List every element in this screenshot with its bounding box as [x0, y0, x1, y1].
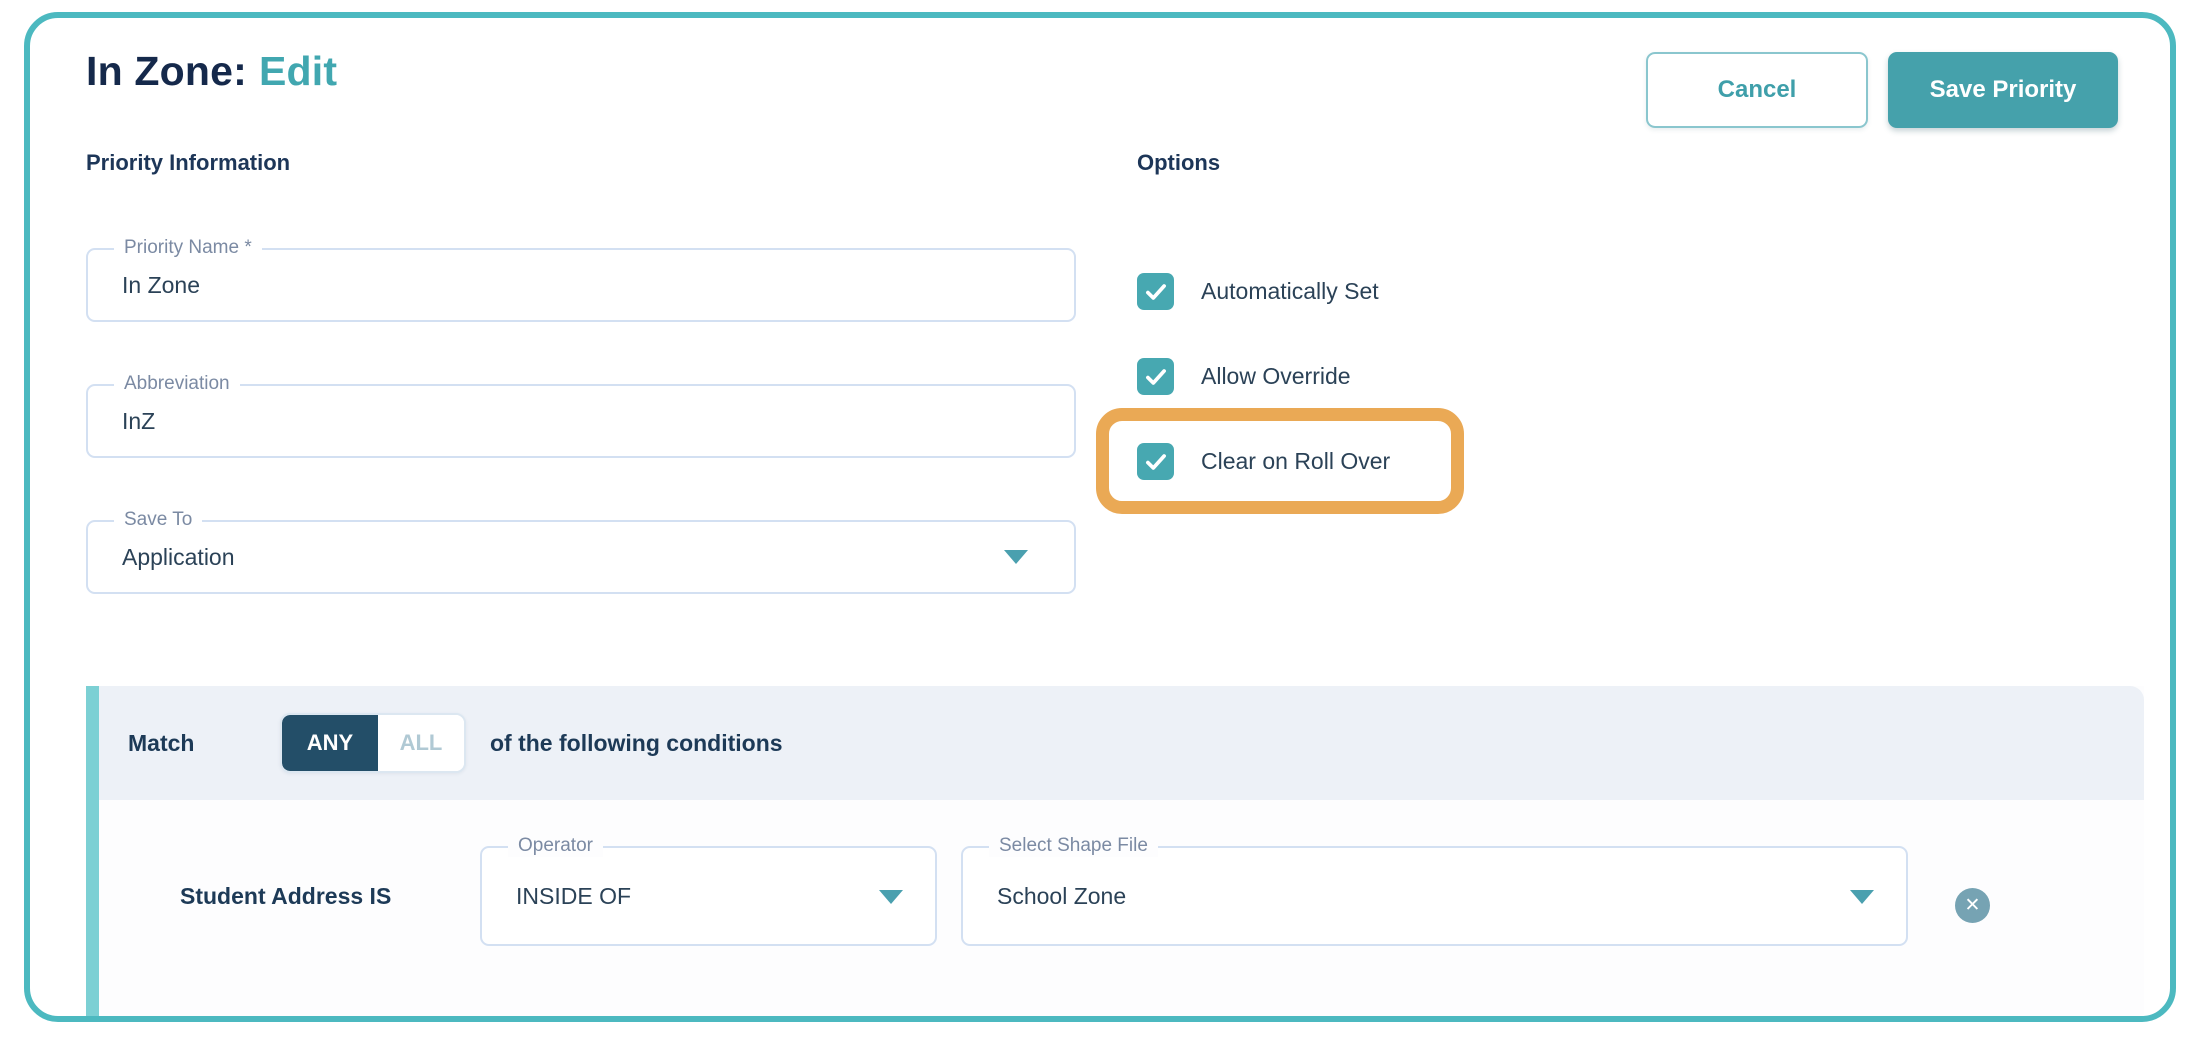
operator-label: Operator [508, 835, 603, 857]
conditions-panel: Match ANY ALL of the following condition… [86, 686, 2144, 1016]
cancel-button[interactable]: Cancel [1646, 52, 1868, 128]
abbreviation-label: Abbreviation [114, 373, 240, 395]
edit-priority-card: In Zone: Edit Cancel Save Priority Priori… [24, 12, 2176, 1022]
page-title-name: In Zone: [86, 48, 248, 94]
checkbox-label: Clear on Roll Over [1201, 448, 1391, 474]
shape-file-value: School Zone [997, 883, 1127, 909]
check-icon [1145, 453, 1166, 470]
checkbox-row-clear-on-roll-over[interactable]: Clear on Roll Over [1137, 443, 1390, 480]
save-to-value: Application [122, 544, 235, 570]
checkbox-row-allow-override[interactable]: Allow Override [1137, 358, 1351, 395]
remove-condition-button[interactable]: ✕ [1955, 888, 1990, 923]
check-icon [1145, 368, 1166, 385]
operator-select[interactable]: Operator INSIDE OF [480, 835, 937, 946]
match-suffix-label: of the following conditions [490, 729, 783, 756]
priority-information-heading: Priority Information [86, 150, 291, 175]
page-title-mode: Edit [259, 48, 338, 94]
chevron-down-icon [1850, 890, 1874, 904]
toggle-option-any[interactable]: ANY [282, 715, 378, 771]
priority-name-field[interactable]: Priority Name * In Zone [86, 237, 1076, 322]
match-toggle[interactable]: ANY ALL [280, 713, 466, 773]
priority-name-label: Priority Name * [114, 237, 262, 259]
priority-name-value: In Zone [122, 272, 200, 298]
chevron-down-icon [879, 890, 903, 904]
checkbox-label: Automatically Set [1201, 278, 1379, 304]
save-priority-button[interactable]: Save Priority [1888, 52, 2118, 128]
check-icon [1145, 283, 1166, 300]
checkbox-row-automatically-set[interactable]: Automatically Set [1137, 273, 1379, 310]
automatically-set-checkbox[interactable] [1137, 273, 1174, 310]
cancel-button-label: Cancel [1717, 76, 1797, 103]
shape-file-label: Select Shape File [989, 835, 1158, 857]
save-to-label: Save To [114, 509, 203, 531]
panel-accent-bar [86, 686, 99, 1016]
clear-on-roll-over-checkbox[interactable] [1137, 443, 1174, 480]
save-to-select[interactable]: Save To Application [86, 509, 1076, 594]
shape-file-select[interactable]: Select Shape File School Zone [961, 835, 1908, 946]
chevron-down-icon [1004, 550, 1028, 564]
allow-override-checkbox[interactable] [1137, 358, 1174, 395]
match-label: Match [128, 729, 195, 756]
operator-value: INSIDE OF [516, 883, 632, 909]
toggle-option-all[interactable]: ALL [378, 715, 464, 771]
abbreviation-value: InZ [122, 408, 156, 434]
save-priority-button-label: Save Priority [1929, 76, 2077, 103]
checkbox-label: Allow Override [1201, 363, 1351, 389]
page-title: In Zone: Edit [86, 48, 337, 95]
close-icon: ✕ [1964, 895, 1981, 916]
options-heading: Options [1137, 150, 1221, 175]
condition-subject-label: Student Address IS [180, 882, 392, 909]
abbreviation-field[interactable]: Abbreviation InZ [86, 373, 1076, 458]
